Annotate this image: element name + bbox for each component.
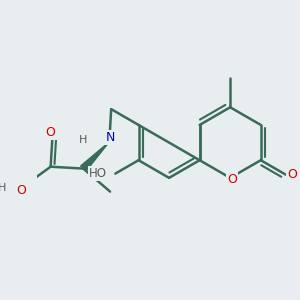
Text: O: O — [46, 126, 56, 139]
Polygon shape — [81, 142, 109, 171]
Text: O: O — [227, 173, 237, 186]
Text: O: O — [288, 168, 298, 181]
Text: N: N — [105, 131, 115, 144]
Text: H: H — [0, 183, 7, 193]
Text: HO: HO — [89, 167, 107, 180]
Text: H: H — [78, 135, 87, 145]
Text: O: O — [16, 184, 26, 197]
